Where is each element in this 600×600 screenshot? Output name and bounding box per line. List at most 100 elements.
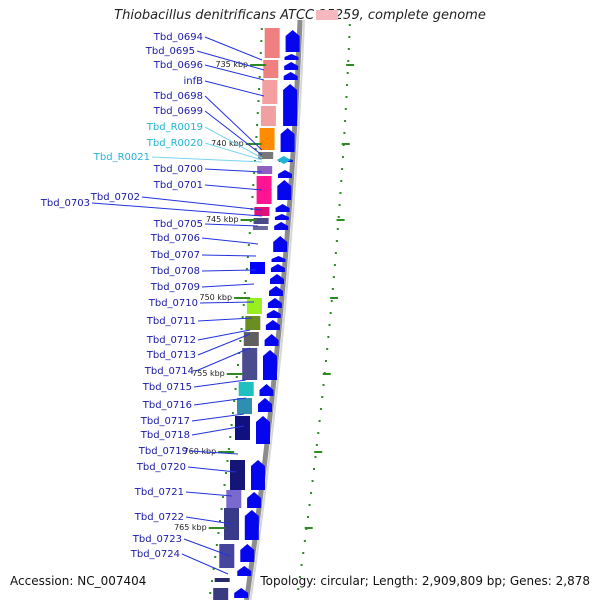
gene-label: Tbd_0724 [130,549,180,560]
leader-line [181,553,229,575]
cog-color-track [213,28,280,600]
gene-arrow [258,398,272,412]
cog-segment [243,332,259,346]
gene-arrow [270,274,284,284]
leader-line [204,184,263,191]
leader-line [193,379,247,388]
gene-arrow [271,256,286,262]
leader-line [204,142,263,161]
gene-label: Tbd_0694 [153,32,203,43]
cog-segment [253,218,269,224]
gene-arrow [269,286,283,296]
title-highlight [316,10,338,20]
gene-arrow [234,588,249,598]
cog-segment [235,416,250,440]
cog-segment [256,176,272,204]
gene-arrow [280,128,295,152]
gene-label: Tbd_0709 [150,282,200,293]
leader-line [185,491,233,497]
gene-label: Tbd_0701 [153,180,203,191]
gene-label: Tbd_0700 [153,164,203,175]
gene-label: Tbd_0696 [153,60,203,71]
gene-arrow [259,384,274,396]
cog-segment [230,460,245,490]
gene-label: Tbd_0716 [142,400,192,411]
gene-label: Tbd_0711 [146,316,196,327]
kbp-label: 750 kbp [199,293,232,302]
leader-line [204,95,263,151]
leader-line [197,317,253,322]
gene-arrow [267,298,282,308]
leader-line [91,202,263,217]
gene-label: infB [184,76,204,87]
gene-arrow-track [234,30,300,598]
cog-segment [257,166,273,174]
leader-line [204,168,263,173]
gene-arrow [283,84,298,126]
cog-segment [238,382,254,396]
leader-line [201,254,257,257]
gene-label: Tbd_0715 [142,382,192,393]
leader-line [191,413,245,422]
gene-label: Tbd_0699 [153,106,203,117]
gene-label: Tbd_0713 [146,350,196,361]
leader-line [185,516,233,525]
leader-line [197,329,251,341]
gene-arrow [265,320,280,330]
gene-label: Tbd_0717 [140,416,190,427]
kbp-label: 740 kbp [211,139,244,148]
gene-label: Tbd_0703 [40,198,90,209]
gene-arrow [270,264,285,272]
leader-line [199,301,255,304]
leader-line [204,64,265,81]
accession-text: Accession: NC_007404 [10,574,147,588]
gene-arrow [275,204,290,212]
leader-line [141,196,263,211]
gene-arrow [237,566,252,576]
gene-label: Tbd_0698 [153,91,203,102]
cog-segment [262,80,278,104]
cog-segment [263,60,279,78]
gene-label: Tbd_0712 [146,335,196,346]
cog-segment [219,544,235,568]
gene-label: Tbd_0706 [150,233,200,244]
gene-arrow [284,54,299,60]
cog-segment [242,348,258,380]
gene-arrow [284,62,299,70]
leader-line [204,36,263,61]
gene-arrow [247,492,262,508]
gene-labels: Tbd_0694 Tbd_0695 Tbd_0696 infB Tbd_0698 Tbd_… [40,32,203,560]
cog-segment [213,588,229,600]
scale-ticks [209,24,351,594]
kbp-label: 735 kbp [216,60,249,69]
cog-segment [214,578,230,582]
leader-line [201,269,257,272]
leader-line [189,450,239,455]
leader-line [204,223,259,227]
leader-line [204,126,263,159]
gene-arrow [273,236,288,252]
cog-segment [254,207,270,216]
gene-arrow [274,222,289,230]
leader-line [151,156,263,163]
leader-line [204,110,263,156]
gene-label: Tbd_R0021 [93,152,150,163]
gene-label: Tbd_0723 [132,534,182,545]
cog-segment [260,106,276,126]
cog-segment [245,316,261,330]
gene-label: Tbd_0714 [144,366,194,377]
gene-arrow [240,544,255,562]
kbp-label: 765 kbp [174,523,207,532]
cog-segment [237,398,252,414]
gene-arrow [266,310,281,318]
kbp-label: 755 kbp [192,369,225,378]
kbp-label: 745 kbp [206,215,239,224]
gene-arrow [283,72,298,80]
gene-arrow [277,180,292,200]
gene-label: Tbd_0710 [148,298,198,309]
cog-segment [252,226,268,230]
gene-arrow [256,416,270,444]
gene-label: Tbd_0718 [140,430,190,441]
gene-label: Tbd_R0020 [146,138,203,149]
